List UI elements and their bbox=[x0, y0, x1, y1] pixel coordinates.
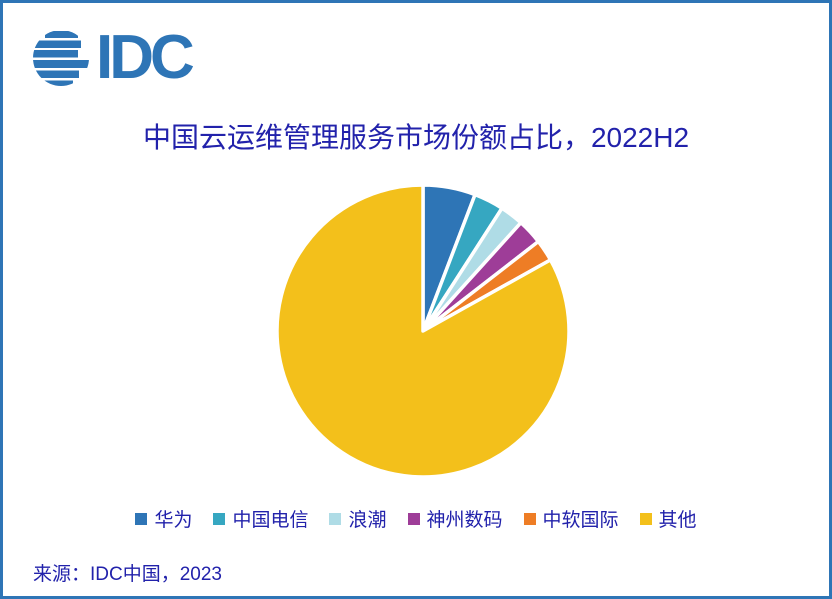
logo-text: IDC bbox=[96, 23, 195, 92]
legend-swatch-icon bbox=[407, 512, 420, 525]
legend-label: 华为 bbox=[154, 510, 193, 531]
legend-item-3: 神州数码 bbox=[407, 505, 503, 532]
source-note: 来源：IDC中国，2023 bbox=[33, 564, 222, 585]
legend-swatch-icon bbox=[639, 512, 652, 525]
legend-swatch-icon bbox=[135, 512, 148, 525]
legend-swatch-icon bbox=[213, 512, 226, 525]
legend-item-1: 中国电信 bbox=[213, 505, 308, 532]
legend-item-5: 其他 bbox=[639, 505, 697, 532]
legend: 华为 中国电信 浪潮 神州数码 中软国际 其他 bbox=[3, 505, 829, 532]
legend-item-4: 中软国际 bbox=[523, 505, 619, 532]
pie-chart-svg bbox=[275, 183, 571, 479]
globe-icon bbox=[33, 31, 89, 86]
legend-swatch-icon bbox=[523, 512, 536, 525]
legend-label: 浪潮 bbox=[348, 510, 387, 531]
page-title: 中国云运维管理服务市场份额占比，2022H2 bbox=[142, 122, 690, 153]
pie-chart bbox=[273, 181, 573, 481]
legend-item-2: 浪潮 bbox=[329, 505, 387, 532]
pie-slice-5 bbox=[275, 183, 571, 479]
legend-label: 神州数码 bbox=[426, 510, 503, 531]
legend-label: 其他 bbox=[658, 510, 697, 531]
idc-logo: IDC bbox=[32, 23, 195, 92]
legend-item-0: 华为 bbox=[135, 505, 192, 532]
legend-label: 中软国际 bbox=[542, 510, 619, 531]
legend-label: 中国电信 bbox=[232, 510, 309, 531]
legend-swatch-icon bbox=[329, 512, 342, 525]
